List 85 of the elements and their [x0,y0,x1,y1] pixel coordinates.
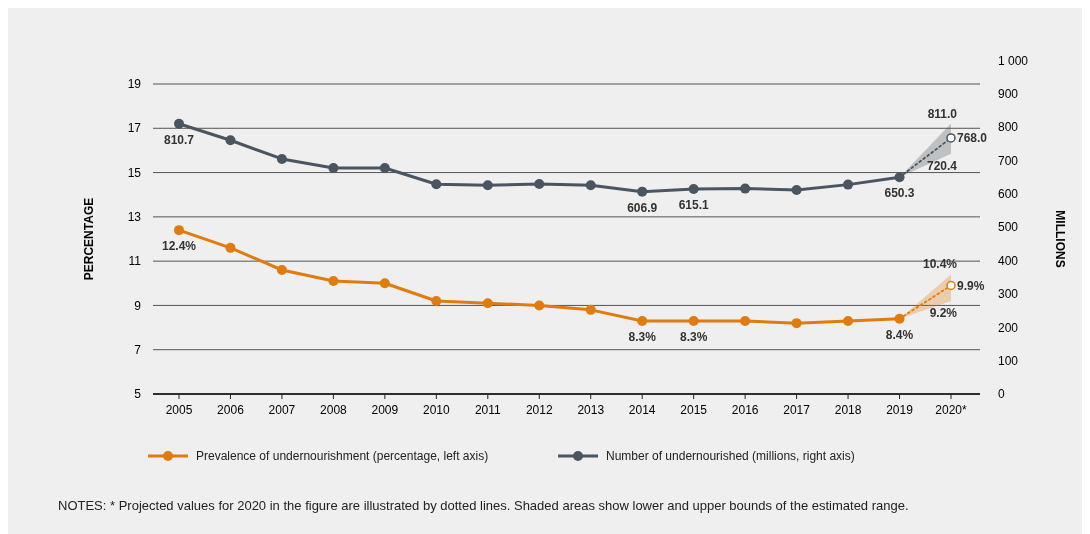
y2-tick-label: 300 [998,287,1019,302]
data-label: 9.9% [957,278,985,293]
y2-tick-label: 500 [998,220,1019,235]
data-label: 810.7 [163,132,195,147]
data-label: 12.4% [161,239,197,254]
x-tick-label: 2010 [422,403,450,417]
y-tick-label: 13 [127,210,142,225]
point [585,304,596,315]
point [637,315,648,326]
x-tick-label: 2014 [628,403,656,417]
point [379,278,390,289]
point [637,186,648,197]
point [585,180,596,191]
x-tick-label: 2011 [474,403,502,417]
x-tick-label: 2013 [577,403,605,417]
point [328,162,339,173]
y2-tick-label: 900 [998,87,1019,102]
data-label: 650.3 [884,186,915,201]
point [843,179,854,190]
legend-label: Number of undernourished (millions, right axis) [606,449,855,464]
x-tick-label: 2009 [371,403,399,417]
data-label: 8.3% [679,329,708,344]
y2-tick-label: 400 [998,253,1019,268]
point [482,180,493,191]
x-tick-label: 2015 [680,403,708,417]
x-tick-label: 2008 [320,403,348,417]
point [534,178,545,189]
y-tick-label: 7 [134,342,142,357]
y2-tick-label: 600 [998,187,1019,202]
point [534,300,545,311]
y-tick-label: 9 [134,298,142,313]
point [276,153,287,164]
point [946,280,956,291]
point [688,183,699,194]
annotation: 720.4 [926,158,958,173]
x-tick-label: 2019 [886,403,914,417]
data-label: 8.4% [885,327,914,342]
y-tick-label: 11 [128,254,142,269]
y2-tick-label: 100 [998,353,1019,368]
y-axis-title: PERCENTAGE [82,197,96,281]
x-tick-label: 2006 [217,403,245,417]
point [843,315,854,326]
y2-tick-label: 200 [998,320,1019,335]
point [225,135,236,146]
y-tick-label: 19 [127,77,142,92]
data-label: 606.9 [627,200,658,215]
y-tick-label: 15 [127,165,142,180]
annotation: 9.2% [929,306,958,320]
y-tick-label: 17 [127,121,142,136]
x-tick-label: 2007 [268,403,296,417]
annotation: 10.4% [922,257,958,272]
point [379,162,390,173]
point [791,318,802,329]
point [946,133,956,143]
annotation: 811.0 [927,106,958,121]
x-tick-label: 2018 [834,403,862,417]
data-label: 768.0 [957,130,988,145]
y2-tick-label: 800 [998,120,1019,135]
y2-tick-label: 0 [998,387,1005,402]
x-tick-label: 2017 [783,403,811,417]
point [174,225,184,236]
x-tick-label: 2005 [165,403,193,417]
point [791,184,802,195]
point [225,242,236,253]
y2-tick-label: 700 [998,153,1019,168]
text: NOTES: * Projected values for 2020 in the figure are illustrated by dotted lines. Shaded areas show lower and upper bounds of the estimated range. [58,498,909,513]
point [688,315,699,326]
data-label: 615.1 [678,197,710,212]
y2-axis-title: MILLIONS [1053,210,1067,268]
x-tick-label: 2012 [525,403,553,417]
x-tick-label: 2016 [731,403,759,417]
y2-tick-label: 1 000 [998,53,1029,68]
point [174,118,184,129]
x-tick-label: 2020* [935,403,968,417]
point [740,183,751,194]
point [894,313,905,324]
point [482,298,493,309]
point [431,179,442,190]
point [740,315,751,326]
point [276,265,287,275]
legend-label: Prevalence of undernourishment (percentage, left axis) [196,449,489,464]
y-tick-label: 5 [134,387,142,402]
point [431,296,442,306]
data-label: 8.3% [628,329,657,344]
point [328,276,339,287]
